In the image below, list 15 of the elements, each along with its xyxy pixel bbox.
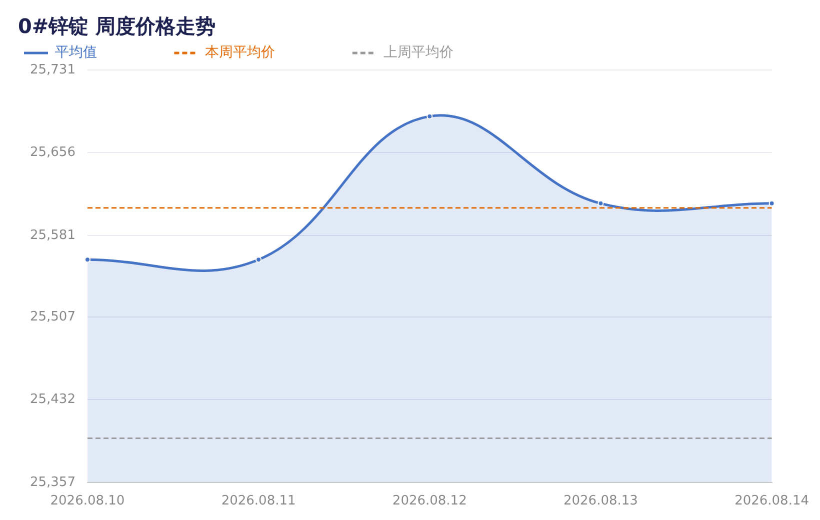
x-tick-label: 2026.08.11: [221, 494, 296, 509]
x-tick-label: 2026.08.14: [734, 494, 809, 509]
y-tick-label: 25,581: [30, 228, 76, 243]
y-tick-label: 25,432: [30, 392, 76, 408]
x-tick-label: 2026.08.12: [392, 494, 467, 509]
y-tick-label: 25,731: [30, 62, 76, 78]
y-tick-label: 25,357: [30, 474, 76, 490]
y-tick-label: 25,507: [30, 309, 76, 324]
legend-label: 平均值: [55, 44, 168, 61]
x-tick-label: 2026.08.10: [50, 494, 125, 509]
y-tick-label: 25,656: [30, 145, 76, 160]
chart-title: 0#锌锭 周度价格走势: [18, 14, 216, 38]
x-tick-label: 2026.08.13: [563, 494, 638, 509]
legend-label: 上周平均价: [383, 44, 525, 61]
legend-label: 本周平均价: [205, 44, 346, 61]
